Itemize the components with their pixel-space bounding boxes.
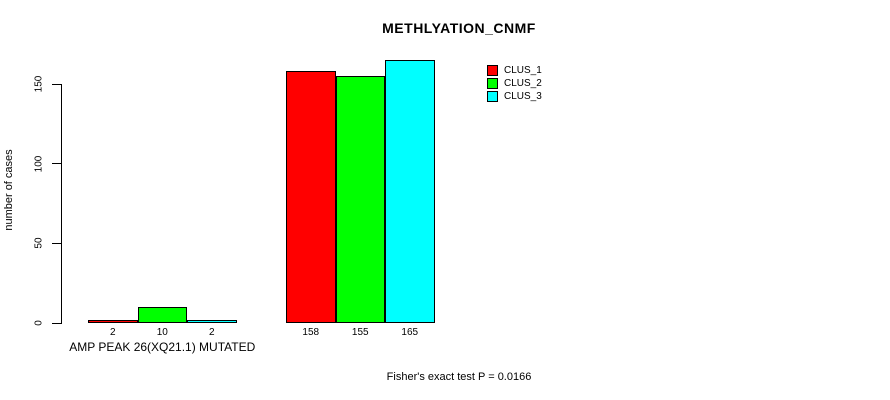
bar-group2-clus_1 <box>286 71 336 323</box>
legend-swatch-clus_1 <box>487 65 498 76</box>
y-tick-mark-150 <box>52 83 62 85</box>
y-axis-label: number of cases <box>3 149 15 231</box>
bar-value-label: 155 <box>351 327 369 338</box>
y-tick-mark-50 <box>52 242 62 244</box>
bar-value-label: 2 <box>208 327 215 338</box>
bar-value-label: 10 <box>156 327 168 338</box>
y-tick-mark-0 <box>52 322 62 324</box>
legend-swatch-clus_3 <box>487 91 498 102</box>
y-tick-label-150: 150 <box>33 75 45 93</box>
y-tick-label-100: 100 <box>33 155 45 172</box>
annotation-fisher-test: Fisher's exact test P = 0.0166 <box>386 371 532 383</box>
y-axis-line <box>61 84 62 323</box>
group-label: AMP PEAK 26(XQ21.1) MUTATED <box>69 340 256 354</box>
legend-swatch-clus_2 <box>487 78 498 89</box>
bar-group1-clus_1 <box>88 320 138 323</box>
bar-group1-clus_3 <box>187 320 237 323</box>
y-tick-mark-100 <box>52 163 62 165</box>
bar-value-label: 158 <box>302 327 320 338</box>
legend-label: CLUS_2 <box>504 78 542 89</box>
bar-value-label: 2 <box>109 327 116 338</box>
legend-label: CLUS_1 <box>504 65 542 76</box>
bar-group2-clus_2 <box>335 76 385 323</box>
chart-title: METHLYATION_CNMF <box>382 20 536 36</box>
y-tick-label-50: 50 <box>33 237 45 249</box>
bar-group1-clus_2 <box>137 307 187 323</box>
y-tick-label-0: 0 <box>33 320 45 326</box>
legend-item-clus_2: CLUS_2 <box>487 77 542 90</box>
bar-value-label: 165 <box>401 327 419 338</box>
legend: CLUS_1 CLUS_2 CLUS_3 <box>487 64 542 103</box>
legend-item-clus_3: CLUS_3 <box>487 90 542 103</box>
legend-label: CLUS_3 <box>504 91 542 102</box>
bar-group2-clus_3 <box>385 60 435 323</box>
legend-item-clus_1: CLUS_1 <box>487 64 542 77</box>
